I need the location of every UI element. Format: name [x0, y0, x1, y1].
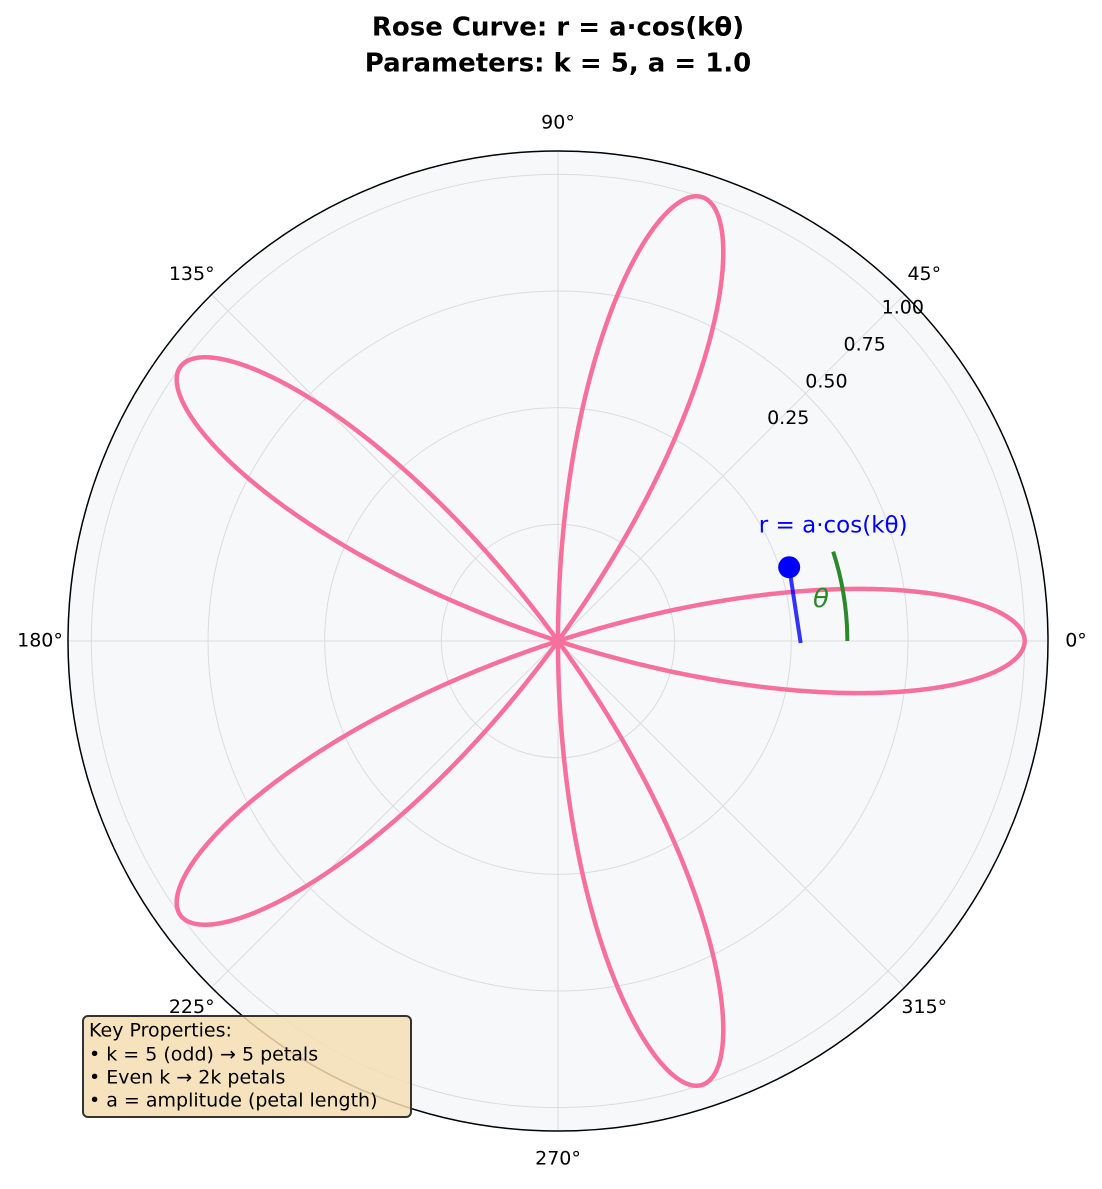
theta-tick-label: 45°	[907, 263, 941, 285]
info-box-line: • Even k → 2k petals	[89, 1067, 285, 1089]
plot-frame	[67, 150, 1049, 1132]
theta-tick-label: 270°	[535, 1148, 581, 1170]
angular-grid-line	[211, 294, 559, 642]
theta-tick-label: 0°	[1065, 630, 1087, 652]
angular-grid-line	[211, 640, 559, 988]
angular-grid-line	[557, 640, 905, 988]
formula-annotation: r = a·cos(kθ)	[759, 513, 908, 539]
info-box-line: • k = 5 (odd) → 5 petals	[89, 1044, 318, 1066]
theta-tick-label: 180°	[17, 630, 63, 652]
rose-curve	[174, 194, 1027, 1088]
radial-grid-line	[324, 407, 792, 875]
radius-line	[787, 566, 803, 644]
r-tick-label: 1.00	[882, 296, 924, 318]
r-tick-label: 0.25	[767, 407, 809, 429]
marker-point	[778, 556, 801, 579]
angular-grid-line	[557, 294, 905, 642]
angle-arc	[831, 550, 850, 642]
r-tick-label: 0.50	[805, 370, 847, 392]
info-box: Key Properties:• k = 5 (odd) → 5 petals•…	[82, 1015, 412, 1118]
theta-annotation: θ	[813, 584, 829, 614]
theta-tick-label: 225°	[169, 996, 215, 1018]
r-tick-label: 0.75	[843, 333, 885, 355]
theta-tick-label: 315°	[901, 996, 947, 1018]
radial-grid-line	[207, 290, 909, 992]
radial-grid-line	[440, 523, 676, 759]
chart-title: Rose Curve: r = a·cos(kθ)	[372, 13, 744, 43]
chart-subtitle: Parameters: k = 5, a = 1.0	[365, 49, 752, 79]
theta-tick-label: 90°	[541, 112, 575, 134]
theta-tick-label: 135°	[169, 263, 215, 285]
info-box-title: Key Properties:	[89, 1020, 232, 1042]
info-box-frame	[82, 1015, 412, 1118]
info-box-line: • a = amplitude (petal length)	[89, 1090, 378, 1112]
